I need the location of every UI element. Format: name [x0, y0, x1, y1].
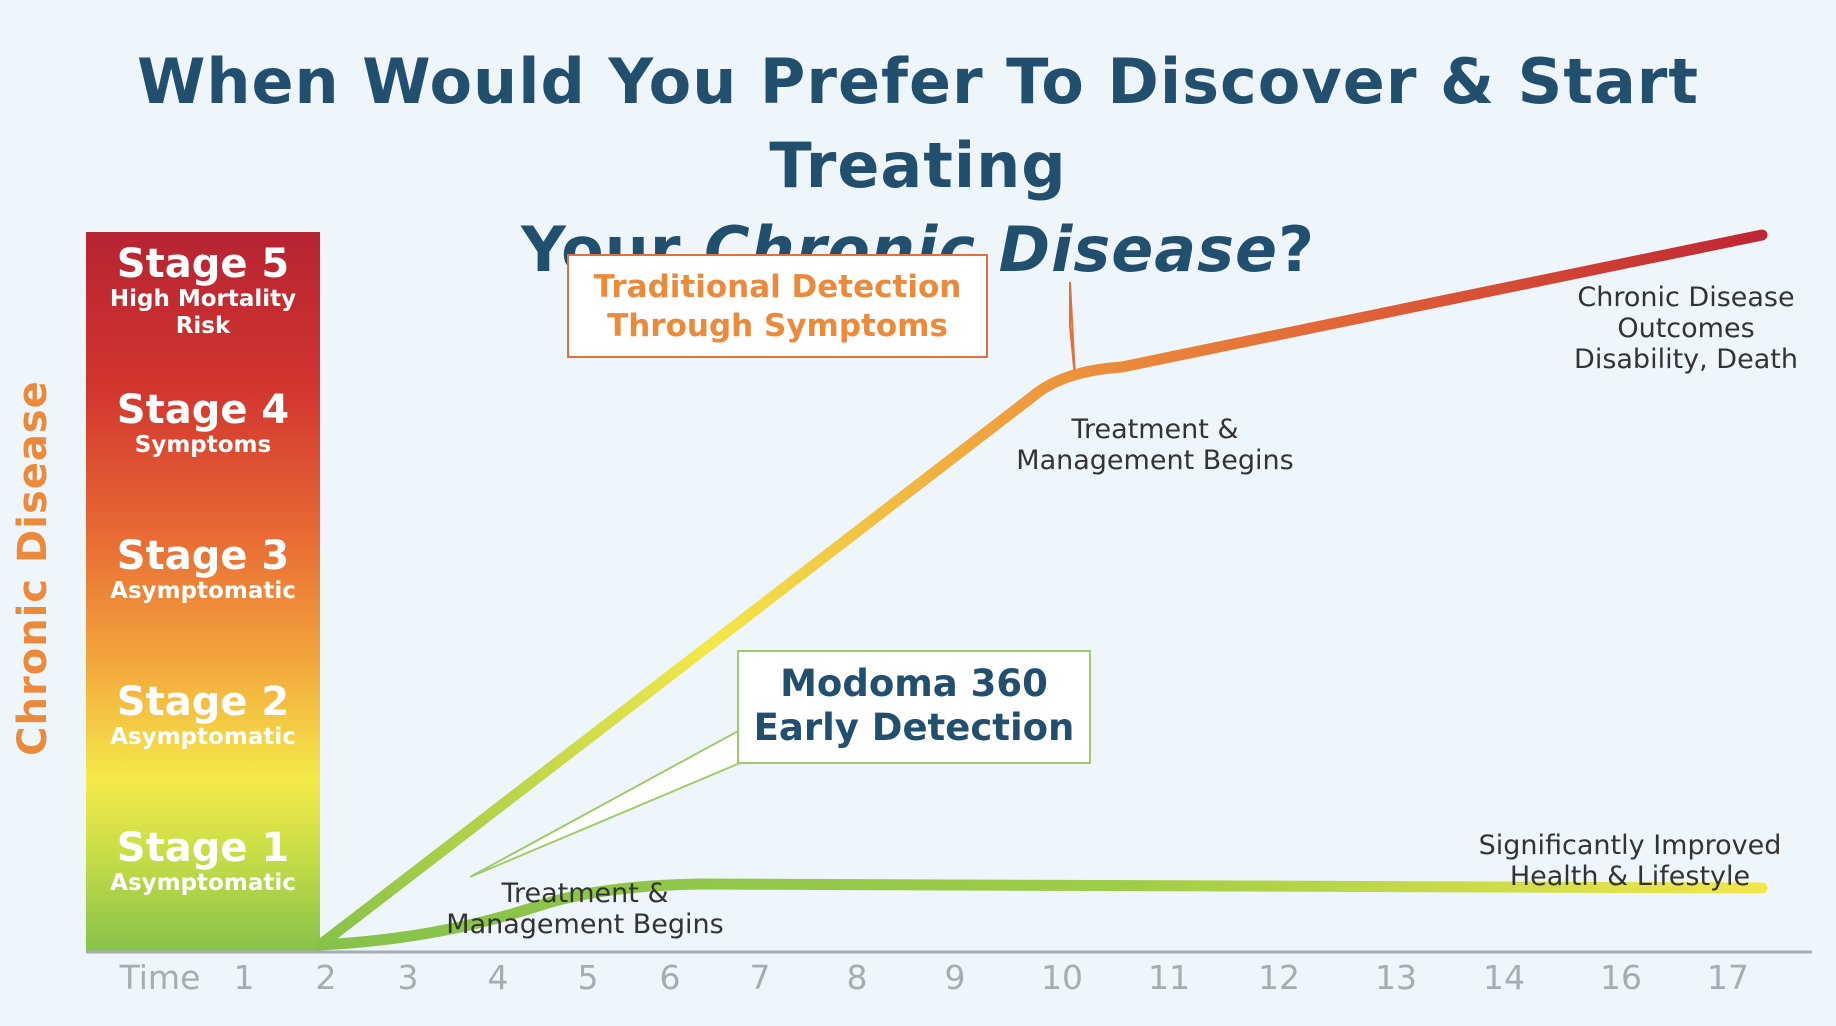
stage-4-label: Symptoms	[134, 432, 272, 458]
traditional-callout-line-2: Through Symptoms	[607, 308, 948, 344]
stage-3-label: Asymptomatic	[110, 578, 296, 604]
x-tick-5: 5	[577, 958, 599, 997]
x-tick-17: 17	[1707, 958, 1749, 997]
stage-1: Stage 1 Asymptomatic	[86, 826, 320, 897]
series-line-early-detection	[314, 878, 1768, 951]
x-tick-14: 14	[1483, 958, 1525, 997]
stage-5-label: High Mortality Risk	[109, 286, 297, 339]
outcome-line-1: Chronic Disease	[1577, 282, 1795, 313]
traditional-treatment-text: Treatment & Management Begins	[1016, 414, 1294, 476]
x-tick-6: 6	[659, 958, 681, 997]
title-line-1: When Would You Prefer To Discover & Star…	[136, 45, 1700, 202]
outcome-line-3: Disability, Death	[1574, 344, 1798, 375]
modoma-callout-line-2: Early Detection	[753, 706, 1075, 749]
stage-2-title: Stage 2	[116, 679, 290, 725]
traditional-treatment-annotation: Treatment & Management Begins	[990, 414, 1320, 476]
x-tick-16: 16	[1600, 958, 1642, 997]
stage-gradient-bar: Stage 5 High Mortality Risk Stage 4 Symp…	[86, 232, 320, 952]
x-tick-13: 13	[1375, 958, 1417, 997]
traditional-callout-pointer	[1069, 281, 1076, 379]
stage-4: Stage 4 Symptoms	[86, 388, 320, 459]
stage-1-title: Stage 1	[116, 825, 290, 871]
x-tick-2: 2	[315, 958, 337, 997]
x-tick-10: 10	[1041, 958, 1083, 997]
series-line-traditional	[314, 229, 1768, 951]
x-tick-11: 11	[1148, 958, 1190, 997]
x-tick-1: 1	[233, 958, 255, 997]
x-tick-7: 7	[749, 958, 771, 997]
stage-3: Stage 3 Asymptomatic	[86, 534, 320, 605]
stage-2: Stage 2 Asymptomatic	[86, 680, 320, 751]
improved-line-1: Significantly Improved	[1478, 830, 1782, 861]
x-tick-4: 4	[487, 958, 509, 997]
modoma-callout-line-1: Modoma 360	[780, 662, 1048, 705]
improved-line-2: Health & Lifestyle	[1509, 861, 1751, 892]
early-treatment-text: Treatment & Management Begins	[446, 878, 724, 940]
traditional-detection-callout: Traditional Detection Through Symptoms	[567, 254, 988, 358]
stage-2-label: Asymptomatic	[110, 724, 296, 750]
title-line-2-suffix: ?	[1278, 213, 1316, 286]
early-outcome-annotation: Significantly Improved Health & Lifestyl…	[1460, 830, 1800, 892]
x-tick-9: 9	[944, 958, 966, 997]
x-tick-12: 12	[1258, 958, 1300, 997]
stage-1-label: Asymptomatic	[110, 870, 296, 896]
modoma-early-detection-callout: Modoma 360 Early Detection	[737, 650, 1091, 764]
x-axis-label: Time	[119, 958, 201, 997]
early-treatment-annotation: Treatment & Management Begins	[420, 878, 750, 940]
stage-4-title: Stage 4	[116, 387, 290, 433]
stage-5-title: Stage 5	[116, 241, 290, 287]
x-tick-3: 3	[397, 958, 419, 997]
traditional-callout-line-1: Traditional Detection	[593, 269, 962, 305]
outcome-line-2: Outcomes	[1617, 313, 1755, 344]
traditional-outcome-annotation: Chronic Disease Outcomes Disability, Dea…	[1546, 282, 1826, 375]
stage-5: Stage 5 High Mortality Risk	[86, 242, 320, 340]
x-tick-8: 8	[846, 958, 868, 997]
stage-3-title: Stage 3	[116, 533, 290, 579]
